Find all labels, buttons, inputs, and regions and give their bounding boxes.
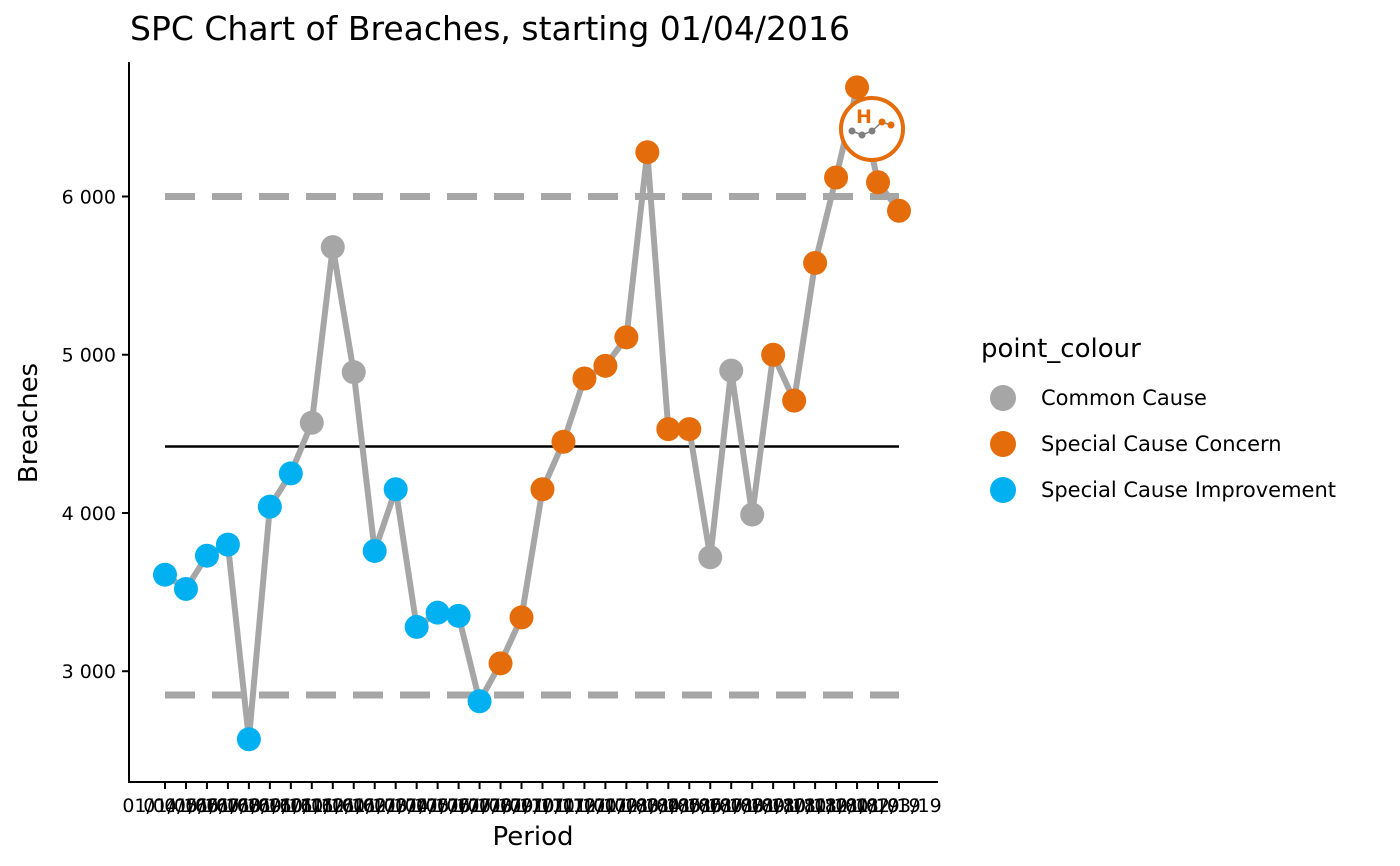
badge-letter: H <box>856 106 872 128</box>
x-tick-label: 01/02/17 <box>332 795 417 817</box>
x-tick-label: 01/11/16 <box>269 795 354 817</box>
data-point <box>698 545 723 570</box>
data-point <box>551 429 576 454</box>
x-tick-label: 01/06/18 <box>668 795 753 817</box>
plot-area <box>153 75 911 752</box>
x-tick-label: 01/03/17 <box>353 795 438 817</box>
x-axis-ticks: 01/04/1601/05/1601/06/1601/07/1601/08/16… <box>122 782 942 817</box>
series-line <box>163 84 902 743</box>
x-tick-label: 01/03/19 <box>856 795 941 817</box>
y-axis-ticks: 3 000 4 000 5 000 6 000 <box>62 187 129 683</box>
x-tick-label: 01/11/17 <box>521 795 606 817</box>
data-point <box>614 325 639 350</box>
x-tick-label: 01/01/19 <box>814 795 899 817</box>
data-point <box>782 388 807 413</box>
x-tick-label: 01/08/16 <box>206 795 291 817</box>
x-tick-label: 01/02/19 <box>835 795 920 817</box>
data-point <box>488 651 513 676</box>
data-point <box>299 410 324 435</box>
data-point <box>824 165 849 190</box>
x-tick-label: 01/04/17 <box>374 795 459 817</box>
data-point <box>173 576 198 601</box>
y-tick-label: 3 000 <box>62 661 116 683</box>
badge-dot <box>848 127 856 135</box>
data-point <box>761 342 786 367</box>
data-point <box>656 417 681 442</box>
data-point <box>362 538 387 563</box>
x-tick-label: 01/01/17 <box>311 795 396 817</box>
x-tick-label: 01/07/18 <box>689 795 774 817</box>
data-point <box>719 358 744 383</box>
data-point <box>194 543 219 568</box>
x-tick-label: 01/08/17 <box>458 795 543 817</box>
x-tick-label: 01/05/18 <box>647 795 732 817</box>
x-tick-label: 01/09/16 <box>227 795 312 817</box>
x-tick-label: 01/06/17 <box>416 795 501 817</box>
data-point <box>866 170 891 195</box>
data-point <box>446 603 471 628</box>
legend: point_colour Common Cause Special Cause C… <box>981 334 1336 503</box>
x-tick-label: 01/03/18 <box>605 795 690 817</box>
data-point <box>509 605 534 630</box>
legend-title: point_colour <box>981 334 1141 364</box>
data-point <box>572 366 597 391</box>
x-tick-label: 01/01/18 <box>563 795 648 817</box>
y-axis-title: Breaches <box>14 363 44 483</box>
chart-title: SPC Chart of Breaches, starting 01/04/20… <box>130 9 850 48</box>
x-tick-label: 01/08/18 <box>710 795 795 817</box>
x-axis-title: Period <box>492 822 573 852</box>
x-tick-label: 01/09/17 <box>479 795 564 817</box>
data-point <box>383 477 408 502</box>
legend-label: Common Cause <box>1041 386 1207 410</box>
badge-dot <box>868 127 876 135</box>
data-point <box>845 75 870 100</box>
data-point <box>320 235 345 260</box>
legend-label: Special Cause Concern <box>1041 432 1282 456</box>
badge-dot <box>887 121 895 129</box>
x-tick-label: 01/10/16 <box>248 795 333 817</box>
legend-swatch <box>990 431 1016 457</box>
x-tick-label: 01/10/18 <box>751 795 836 817</box>
x-tick-label: 01/07/17 <box>437 795 522 817</box>
data-point <box>887 198 911 223</box>
x-tick-label: 01/07/16 <box>185 795 270 817</box>
data-point <box>215 532 240 557</box>
x-tick-label: 01/02/18 <box>584 795 669 817</box>
variation-badge: H <box>839 96 905 162</box>
x-tick-label: 01/11/18 <box>772 795 857 817</box>
data-point <box>803 250 828 275</box>
y-tick-label: 4 000 <box>62 503 116 525</box>
x-tick-label: 01/12/17 <box>542 795 627 817</box>
legend-label: Special Cause Improvement <box>1041 478 1336 502</box>
badge-dot <box>858 131 866 139</box>
legend-swatch <box>990 385 1016 411</box>
data-point <box>278 461 303 486</box>
y-tick-label: 6 000 <box>62 187 116 209</box>
x-tick-label: 01/10/17 <box>500 795 585 817</box>
data-point <box>593 353 618 378</box>
x-tick-label: 01/12/16 <box>290 795 375 817</box>
data-point <box>677 417 702 442</box>
data-point <box>740 502 765 527</box>
data-point <box>404 614 429 639</box>
y-tick-label: 5 000 <box>62 345 116 367</box>
data-point <box>467 689 492 714</box>
x-tick-label: 01/09/18 <box>730 795 815 817</box>
x-tick-label: 01/04/18 <box>626 795 711 817</box>
data-point <box>341 360 366 385</box>
data-point <box>153 562 177 587</box>
data-point <box>257 494 282 519</box>
legend-swatch <box>990 477 1016 503</box>
x-tick-label: 01/05/17 <box>395 795 480 817</box>
data-point <box>530 477 555 502</box>
data-point <box>635 140 660 165</box>
data-point <box>425 600 450 625</box>
x-tick-label: 01/05/16 <box>143 795 228 817</box>
x-tick-label: 01/04/16 <box>122 795 207 817</box>
x-tick-label: 01/06/16 <box>164 795 249 817</box>
data-point <box>236 727 261 752</box>
x-tick-label: 01/12/18 <box>793 795 878 817</box>
badge-dot <box>878 118 886 126</box>
